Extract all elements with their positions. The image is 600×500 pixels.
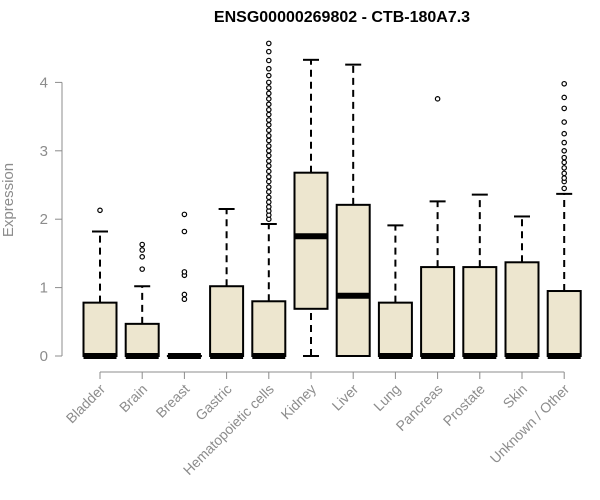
outlier-point [265,127,272,134]
outlier-point [265,48,272,55]
outlier-point [265,65,272,72]
outlier-point [265,122,272,128]
outlier-point [561,105,568,112]
box-prostate [462,193,498,359]
box-iqr [251,300,287,357]
outlier-point [265,194,272,201]
outlier-point [265,148,272,154]
outlier-point [265,85,272,91]
y-axis: 0 1 2 3 4 [40,74,63,365]
box-pancreas [420,96,456,359]
box-iqr [335,203,371,357]
outlier-point [561,175,568,181]
box-iqr [420,266,456,357]
outlier-point [265,189,272,195]
outlier-point [265,178,272,185]
box-gastric [209,207,245,359]
box-iqr [504,261,540,357]
box-iqr [124,322,160,357]
outlier-point [265,101,272,108]
y-tick-label: 4 [40,74,48,91]
outlier-point [265,72,272,79]
box-unknown-other [546,80,582,359]
outlier-point [265,96,272,102]
outlier-point [561,154,568,161]
box-lung [377,224,413,359]
outlier-point [265,199,272,205]
outlier-point [561,185,568,192]
y-tick-label: 2 [40,211,48,228]
y-tick-label: 3 [40,143,48,160]
x-tick-label: Kidney [278,381,320,423]
box-iqr [209,285,245,357]
x-tick-label: Pancreas [393,381,446,434]
box-kidney [293,58,329,357]
outlier-point [265,132,272,139]
outlier-point [265,90,272,97]
outlier-point [265,57,272,64]
outlier-point [265,184,272,190]
outlier-point [265,40,272,47]
outlier-point [561,94,568,101]
outlier-point [181,291,188,298]
box-bladder [82,207,118,359]
outlier-point [139,247,146,253]
outlier-point [265,79,272,86]
outlier-point [561,139,568,146]
outlier-point [181,296,188,303]
box-iqr [377,301,413,358]
outlier-point [265,117,272,123]
box-skin [504,215,540,359]
y-axis-label: Expression [0,163,17,237]
outlier-point [265,152,272,159]
outlier-point [434,96,441,102]
y-tick-label: 1 [40,280,48,297]
boxes-group [82,40,582,359]
x-tick-label: Lung [370,381,403,414]
y-tick-label: 0 [40,348,48,365]
outlier-point [561,148,568,154]
outlier-point [561,119,568,125]
outlier-point [561,159,568,166]
outlier-point [265,111,272,118]
outlier-point [561,80,568,87]
outlier-point [265,106,272,113]
outlier-point [265,137,272,144]
box-iqr [462,266,498,357]
outlier-point [139,266,146,272]
x-tick-label: Skin [500,381,531,412]
outlier-point [97,207,103,214]
outlier-point [265,163,272,169]
outlier-point [139,241,146,248]
outlier-point [265,158,272,164]
outlier-point [139,254,146,260]
outlier-point [181,228,188,235]
box-iqr [293,171,329,310]
outlier-point [265,143,272,149]
x-tick-label: Bladder [63,381,109,427]
box-liver [335,63,371,357]
box-hematopoietic-cells [251,40,287,359]
box-breast [166,211,202,359]
chart-title: ENSG00000269802 - CTB-180A7.3 [214,9,470,26]
x-tick-label: Unknown / Other [487,381,573,467]
outlier-point [265,173,272,180]
box-iqr [546,290,582,357]
x-tick-label: Brain [116,381,150,415]
x-tick-label: Prostate [440,381,488,429]
x-tick-label: Liver [329,381,362,414]
outlier-point [561,165,568,171]
outlier-point [561,170,568,177]
outlier-point [181,211,188,218]
x-tick-label: Breast [153,381,193,421]
box-iqr [82,301,118,358]
outlier-point [181,269,188,275]
outlier-point [265,168,272,175]
outlier-point [265,204,272,210]
outlier-point [561,130,568,137]
box-brain [124,241,160,359]
